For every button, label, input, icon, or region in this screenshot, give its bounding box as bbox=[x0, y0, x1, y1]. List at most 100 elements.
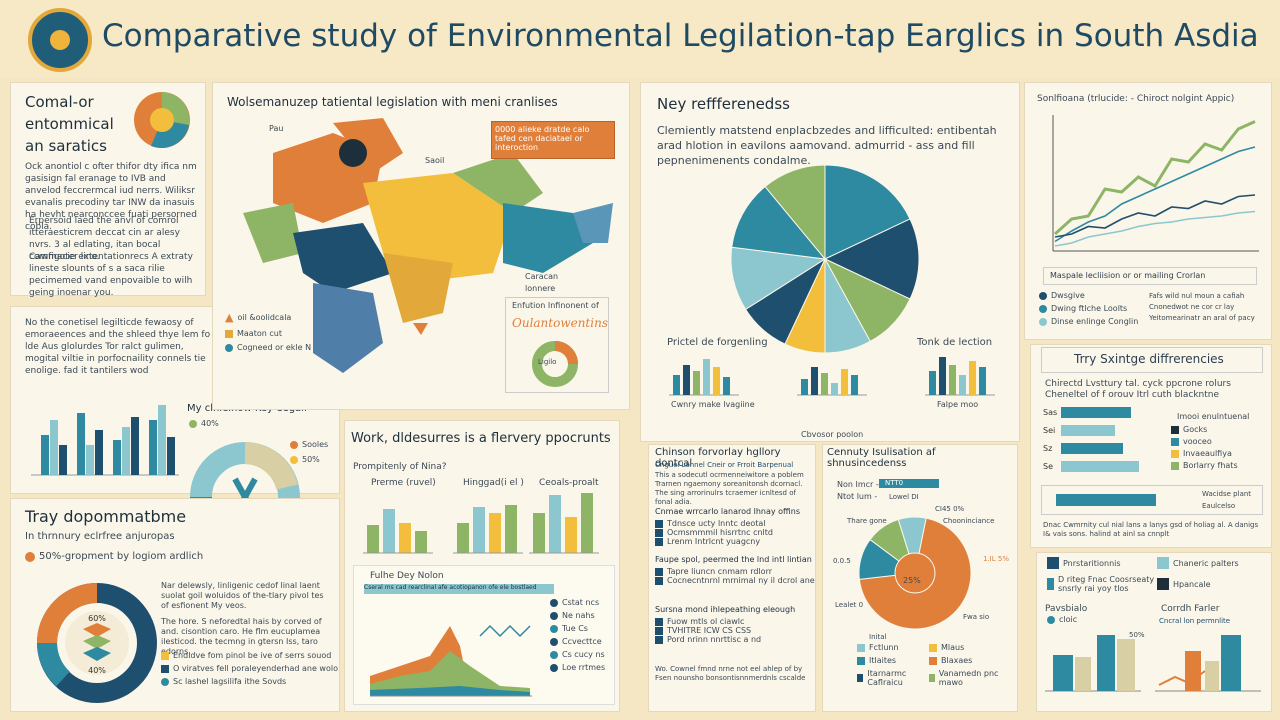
ref-bar bbox=[959, 375, 966, 395]
bar bbox=[95, 430, 103, 475]
area-legend: Cstat ncs Ne nahs Tue Cs Ccvecttce Cs cucy n… bbox=[550, 598, 612, 676]
work-bar bbox=[533, 513, 545, 553]
comm-legend-item: Itlaites bbox=[857, 656, 929, 665]
work-bar bbox=[473, 507, 485, 553]
bar bbox=[41, 435, 49, 475]
pie-center bbox=[894, 552, 936, 594]
ref-bar bbox=[713, 367, 720, 395]
bar bbox=[77, 413, 85, 475]
donut-legend: Sooles 50% bbox=[290, 440, 340, 464]
area-legend-item: Loe rrtmes bbox=[550, 663, 612, 672]
ring-legend-item: Endidve fom pinol be ive of serrs souod bbox=[161, 651, 338, 660]
tray-bar-chart: Sas Sei Sz Se bbox=[1043, 407, 1139, 472]
bar bbox=[158, 405, 166, 475]
tray-legend-item: Borlarry fhats bbox=[1171, 461, 1238, 470]
tray-axis-label: Se bbox=[1043, 462, 1053, 471]
tray-axis-label: Sz bbox=[1043, 444, 1052, 453]
tray-panel: Tray dopommatbme In thrnnury eclrfree an… bbox=[10, 498, 340, 712]
line-series bbox=[1054, 210, 1256, 247]
work-bar-chart bbox=[363, 493, 599, 554]
gloss-list-3: Fuow mtls ol ciawlc TVHITRE ICW CS CSS P… bbox=[655, 617, 761, 644]
inset-sub: Oulantowentins bbox=[512, 316, 608, 330]
donut-legend-item: Sooles bbox=[290, 440, 340, 449]
work-bar bbox=[549, 495, 561, 553]
legend-swatch bbox=[550, 663, 558, 672]
intro-pie-icon bbox=[134, 92, 190, 149]
inset-donut bbox=[532, 341, 578, 387]
area-chart bbox=[370, 624, 532, 697]
map-legend-item: ▲ oil &oolidcala bbox=[225, 311, 292, 324]
ring-legend: Endidve fom pinol be ive of serrs souod … bbox=[161, 651, 338, 686]
ring-text: Nar delewsly, linligenic cedof linal lae… bbox=[161, 581, 324, 610]
line-legend-item: Dwsgive bbox=[1039, 291, 1138, 300]
header: Comparative study of Environmental Legil… bbox=[0, 0, 1280, 78]
meta-item: Pnrstaritionnis bbox=[1047, 557, 1157, 569]
logo bbox=[28, 8, 92, 72]
bar bbox=[131, 417, 139, 475]
legend-text: Ne nahs bbox=[562, 611, 595, 620]
map-inset: Enfution Infinonent of Oulantowentins Li… bbox=[505, 297, 609, 393]
tray-note: Wacidse plant bbox=[1202, 490, 1252, 498]
tray-bar bbox=[1061, 443, 1123, 454]
meta-item: Chaneric palters bbox=[1157, 557, 1267, 569]
legend-swatch bbox=[550, 611, 558, 620]
map-legend: ▲ oil &oolidcala Maaton cut Cogneed or ek… bbox=[225, 311, 311, 352]
comm-pie-label: 25% bbox=[903, 576, 921, 585]
work-chart-title-3: Ceoals-proalt bbox=[539, 478, 599, 488]
tray-differences-panel: Trry Sxintge diffrerencies Chirectd Lvst… bbox=[1030, 344, 1272, 548]
ref-bar bbox=[851, 375, 858, 395]
comm-row-1: Non Imcr - bbox=[837, 480, 879, 489]
legend-text: Cs cucy ns bbox=[562, 650, 605, 659]
inset-pct: Ligilo bbox=[538, 358, 557, 366]
map-label-region: Caracan lonnere bbox=[525, 272, 559, 293]
line-legend-item: Dwing ftlche Loolts bbox=[1039, 304, 1138, 313]
ref-bar bbox=[939, 357, 946, 395]
tray-legend: Gocks vooceo Invaeaulfiya Borlarry fhats bbox=[1171, 425, 1238, 470]
tray-bar bbox=[1061, 461, 1139, 472]
legend-text: Ccvecttce bbox=[562, 637, 602, 646]
b1-title: Pavsbialo bbox=[1045, 604, 1088, 614]
tray-bar bbox=[1061, 425, 1115, 436]
comm-chip-2: Lowel DI bbox=[889, 493, 919, 501]
donut-legend-item: 50% bbox=[290, 455, 340, 464]
pie-slice bbox=[764, 164, 826, 261]
legend-swatch bbox=[550, 624, 558, 633]
line-chart bbox=[1052, 115, 1259, 252]
legend-swatch bbox=[550, 650, 558, 659]
area-legend-item: Ne nahs bbox=[550, 611, 612, 620]
tray-legend: 50%‐gropment by logiom ardlich bbox=[25, 551, 203, 562]
work-chart-title-1: Prerme (ruvel) bbox=[371, 478, 436, 488]
ref-bar bbox=[979, 367, 986, 395]
gloss-h1: Cnmae wrrcarlo lanarod lhnay offins bbox=[655, 507, 801, 516]
meta-item: D riteg Fnac Coosrseaty snsrly rai yoy t… bbox=[1047, 575, 1157, 593]
references-panel: Ney reffferenedss Clemiently matstend en… bbox=[640, 82, 1020, 442]
tray-note-box: Wacidse plant Eaulcelso bbox=[1041, 485, 1263, 515]
ref-bar bbox=[929, 371, 936, 395]
gloss-h3: Sursna mond ihlepeathing eleough bbox=[655, 605, 796, 614]
tray-legend-title: Imooi enulntuenal bbox=[1177, 412, 1250, 421]
ref-pie-chart bbox=[730, 164, 920, 354]
ring-text-2: The hore. S neforedtal hais by corved of… bbox=[161, 617, 322, 656]
area-chart-box: Fulhe Dey Nolon Cseral ms cad rearclinal… bbox=[353, 565, 615, 705]
ref-bar bbox=[723, 377, 730, 395]
left-bar-chart bbox=[31, 405, 179, 476]
gloss-item: TVHITRE ICW CS CSS bbox=[655, 626, 761, 635]
meta-item: Hpancale bbox=[1157, 575, 1267, 593]
bar bbox=[86, 445, 94, 475]
work-bar bbox=[565, 517, 577, 553]
work-sub: Prompitenly of Nina? bbox=[353, 462, 447, 472]
legend-swatch bbox=[550, 598, 558, 607]
intro-paragraph-1: Ock anontiol c ofter thifor dty ifica nm… bbox=[25, 162, 197, 232]
b1-tag: cloic bbox=[1047, 615, 1077, 624]
ring-legend-item: Sc lashel lagsilifa ithe Sovds bbox=[161, 677, 338, 686]
south-asia-map bbox=[243, 118, 613, 373]
ref-bar bbox=[683, 365, 690, 395]
gloss-sub: Cnguel Lonnel Cneir or Frroit Barpenual bbox=[655, 461, 794, 469]
warning-icon: ▲ bbox=[225, 311, 234, 324]
ref-bar bbox=[821, 373, 828, 395]
bar bbox=[59, 445, 67, 475]
b1-label: 50% bbox=[1129, 631, 1145, 639]
tray-diff-sub: Chirectd Lvsttury tal. cyck ppcrone rolu… bbox=[1045, 379, 1231, 400]
bar bbox=[167, 437, 175, 475]
tray-note-bar bbox=[1056, 494, 1156, 506]
